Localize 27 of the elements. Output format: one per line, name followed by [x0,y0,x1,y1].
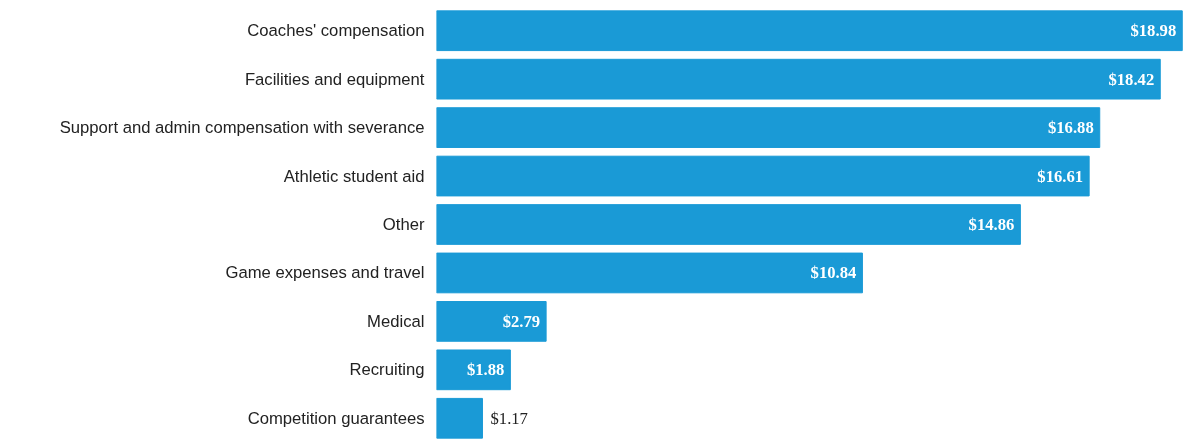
data-label: $2.79 [502,311,541,331]
data-label: $18.98 [1130,21,1177,41]
y-tick-label: Coaches' compensation [247,21,425,41]
bar [436,301,547,342]
bar [436,252,863,294]
bar [436,204,1021,245]
bar [436,107,1101,148]
data-label: $10.84 [810,263,858,283]
bar [436,349,511,391]
data-label: $1.88 [466,360,505,380]
y-tick-label: Facilities and equipment [244,69,425,89]
bar [436,155,1090,197]
bar [436,58,1161,100]
data-label: $16.61 [1037,166,1084,186]
bar [436,10,1183,52]
y-tick-label: Other [382,215,425,234]
y-tick-label: Recruiting [349,360,425,380]
y-tick-label: Athletic student aid [283,166,425,186]
data-label: $14.86 [968,215,1015,234]
y-tick-label: Competition guarantees [247,408,425,428]
y-tick-label: Game expenses and travel [225,263,425,283]
y-tick-label: Medical [367,311,425,331]
bar [436,397,483,439]
data-label: $18.42 [1108,69,1155,89]
data-label: $16.88 [1047,118,1094,138]
data-label: $1.17 [490,408,528,428]
y-tick-label: Support and admin compensation with severance [59,118,425,138]
